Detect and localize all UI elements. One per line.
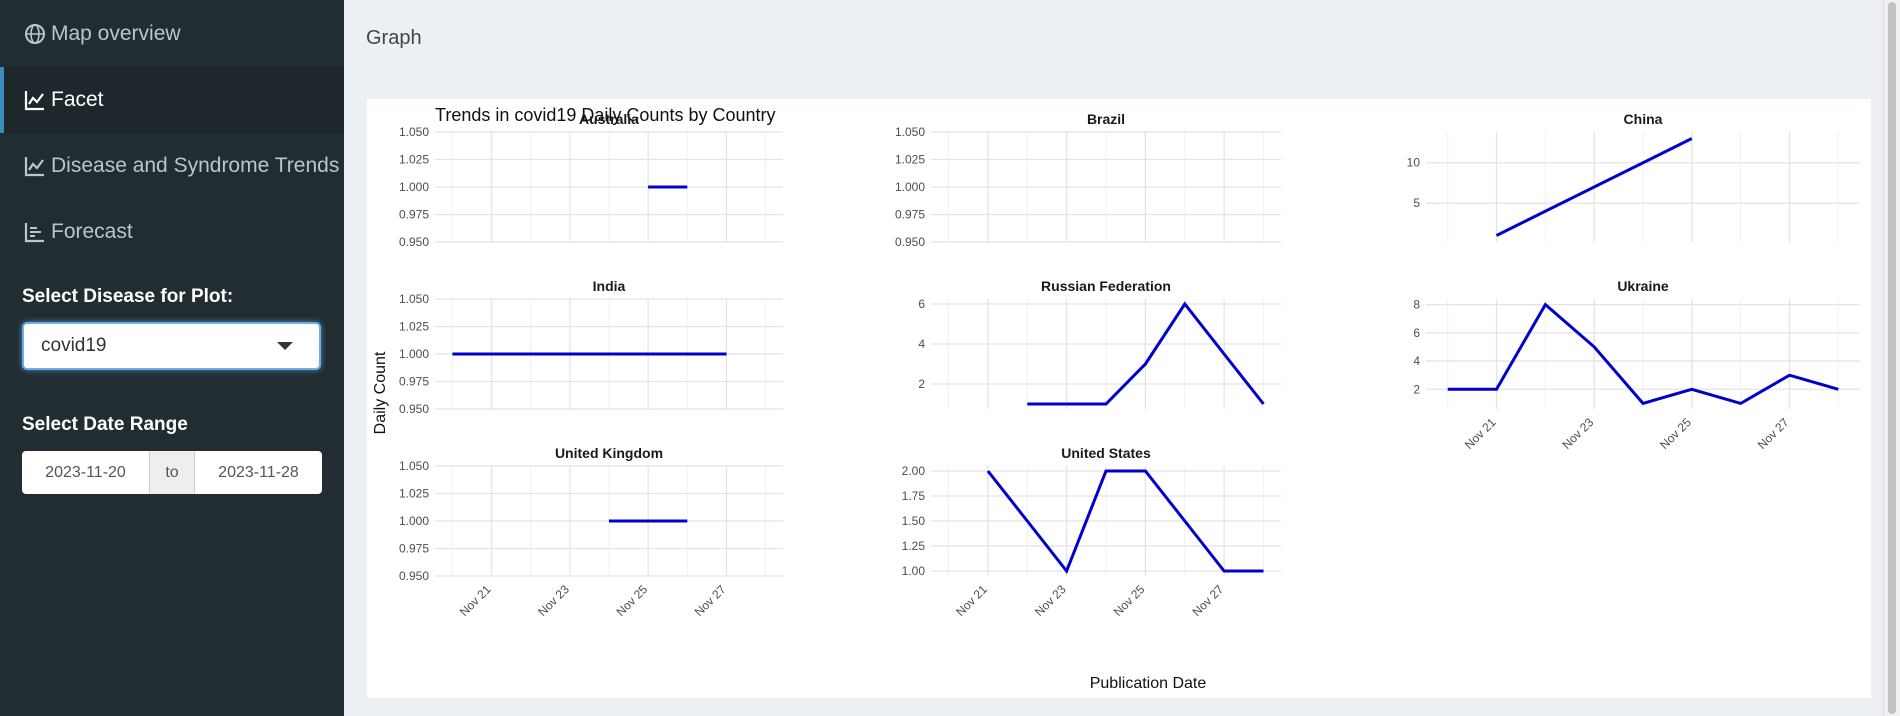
sidebar-item-disease-trends[interactable]: Disease and Syndrome Trends bbox=[0, 133, 344, 199]
disease-select-value: covid19 bbox=[41, 335, 107, 356]
y-tick-label: 5 bbox=[1413, 196, 1420, 210]
date-range-label: Select Date Range bbox=[22, 414, 188, 435]
y-tick-label: 1.000 bbox=[399, 347, 429, 361]
line-chart-icon bbox=[24, 157, 44, 177]
sidebar-item-map-overview[interactable]: Map overview bbox=[0, 1, 344, 67]
date-start-input[interactable]: 2023-11-20 bbox=[22, 451, 149, 494]
y-tick-label: 4 bbox=[918, 337, 925, 351]
y-tick-label: 1.025 bbox=[399, 320, 429, 334]
scrollbar[interactable] bbox=[1883, 0, 1900, 716]
y-tick-label: 0.975 bbox=[399, 208, 429, 222]
y-tick-label: 0.950 bbox=[399, 402, 429, 416]
x-tick-label: Nov 25 bbox=[613, 582, 650, 619]
y-tick-label: 10 bbox=[1407, 156, 1421, 170]
date-end-input[interactable]: 2023-11-28 bbox=[195, 451, 322, 494]
x-tick-label: Nov 27 bbox=[692, 582, 729, 619]
scrollbar-thumb[interactable] bbox=[1888, 2, 1896, 714]
y-tick-label: 1.050 bbox=[399, 459, 429, 473]
x-tick-label: Nov 25 bbox=[1657, 415, 1694, 452]
y-tick-label: 6 bbox=[1413, 326, 1420, 340]
line-chart-icon bbox=[24, 91, 44, 111]
y-tick-label: 1.050 bbox=[399, 292, 429, 306]
y-tick-label: 8 bbox=[1413, 298, 1420, 312]
x-tick-label: Nov 21 bbox=[1462, 415, 1499, 452]
sidebar-item-label: Map overview bbox=[51, 22, 181, 45]
x-tick-label: Nov 21 bbox=[457, 582, 494, 619]
disease-select[interactable]: covid19 bbox=[22, 322, 321, 370]
sidebar-item-label: Disease and Syndrome Trends bbox=[51, 154, 340, 177]
panel-title: Australia bbox=[579, 111, 639, 127]
y-tick-label: 2 bbox=[918, 377, 925, 391]
panel-title: United Kingdom bbox=[555, 445, 663, 461]
y-tick-label: 2.00 bbox=[902, 464, 926, 478]
y-tick-label: 0.950 bbox=[399, 235, 429, 249]
globe-icon bbox=[25, 24, 45, 44]
y-tick-label: 1.00 bbox=[902, 564, 926, 578]
date-range-separator: to bbox=[149, 451, 195, 494]
y-tick-label: 0.975 bbox=[399, 542, 429, 556]
sidebar-item-forecast[interactable]: Forecast bbox=[0, 199, 344, 265]
series-line bbox=[1027, 301, 1265, 406]
chevron-down-icon bbox=[277, 342, 293, 350]
y-tick-label: 1.75 bbox=[902, 489, 926, 503]
y-tick-label: 1.050 bbox=[895, 125, 925, 139]
y-tick-label: 6 bbox=[918, 297, 925, 311]
y-tick-label: 0.975 bbox=[399, 375, 429, 389]
x-tick-label: Nov 27 bbox=[1755, 415, 1792, 452]
panel-title: Russian Federation bbox=[1041, 278, 1171, 294]
sidebar-item-facet[interactable]: Facet bbox=[0, 67, 344, 133]
y-tick-label: 0.950 bbox=[399, 569, 429, 583]
panel-title: United States bbox=[1061, 445, 1151, 461]
disease-select-label: Select Disease for Plot: bbox=[22, 286, 234, 307]
y-tick-label: 0.950 bbox=[895, 235, 925, 249]
y-tick-label: 1.025 bbox=[399, 487, 429, 501]
x-tick-label: Nov 21 bbox=[953, 582, 990, 619]
bar-chart-icon bbox=[24, 223, 44, 243]
facet-plot: Trends in covid19 Daily Counts by Countr… bbox=[367, 99, 1871, 698]
panel-title: Brazil bbox=[1087, 111, 1125, 127]
facet-chart: Trends in covid19 Daily Counts by Countr… bbox=[372, 105, 1860, 692]
y-tick-label: 1.000 bbox=[399, 180, 429, 194]
series-line bbox=[1495, 137, 1693, 237]
x-tick-label: Nov 23 bbox=[1032, 582, 1069, 619]
y-tick-label: 4 bbox=[1413, 354, 1420, 368]
y-tick-label: 1.025 bbox=[895, 153, 925, 167]
sidebar-item-label: Forecast bbox=[51, 220, 133, 243]
panel-title: India bbox=[593, 278, 626, 294]
series-line bbox=[986, 469, 1264, 574]
y-tick-label: 1.000 bbox=[895, 180, 925, 194]
x-tick-label: Nov 25 bbox=[1111, 582, 1148, 619]
y-tick-label: 1.25 bbox=[902, 539, 926, 553]
x-tick-label: Nov 23 bbox=[535, 582, 572, 619]
y-tick-label: 1.025 bbox=[399, 153, 429, 167]
x-tick-label: Nov 27 bbox=[1189, 582, 1226, 619]
y-tick-label: 2 bbox=[1413, 382, 1420, 396]
page-title: Graph bbox=[366, 27, 422, 49]
panel-title: Ukraine bbox=[1617, 278, 1669, 294]
y-tick-label: 0.975 bbox=[895, 208, 925, 222]
y-axis-label: Daily Count bbox=[372, 351, 389, 434]
y-tick-label: 1.000 bbox=[399, 514, 429, 528]
sidebar-item-label: Facet bbox=[51, 88, 104, 111]
series-line bbox=[1447, 302, 1839, 406]
y-tick-label: 1.050 bbox=[399, 125, 429, 139]
panel-title: China bbox=[1624, 111, 1663, 127]
sidebar: Map overview Facet Disease and Syndrome … bbox=[0, 0, 344, 716]
x-axis-label: Publication Date bbox=[1090, 675, 1207, 692]
x-tick-label: Nov 23 bbox=[1560, 415, 1597, 452]
y-tick-label: 1.50 bbox=[902, 514, 926, 528]
chart-title: Trends in covid19 Daily Counts by Countr… bbox=[435, 105, 776, 125]
